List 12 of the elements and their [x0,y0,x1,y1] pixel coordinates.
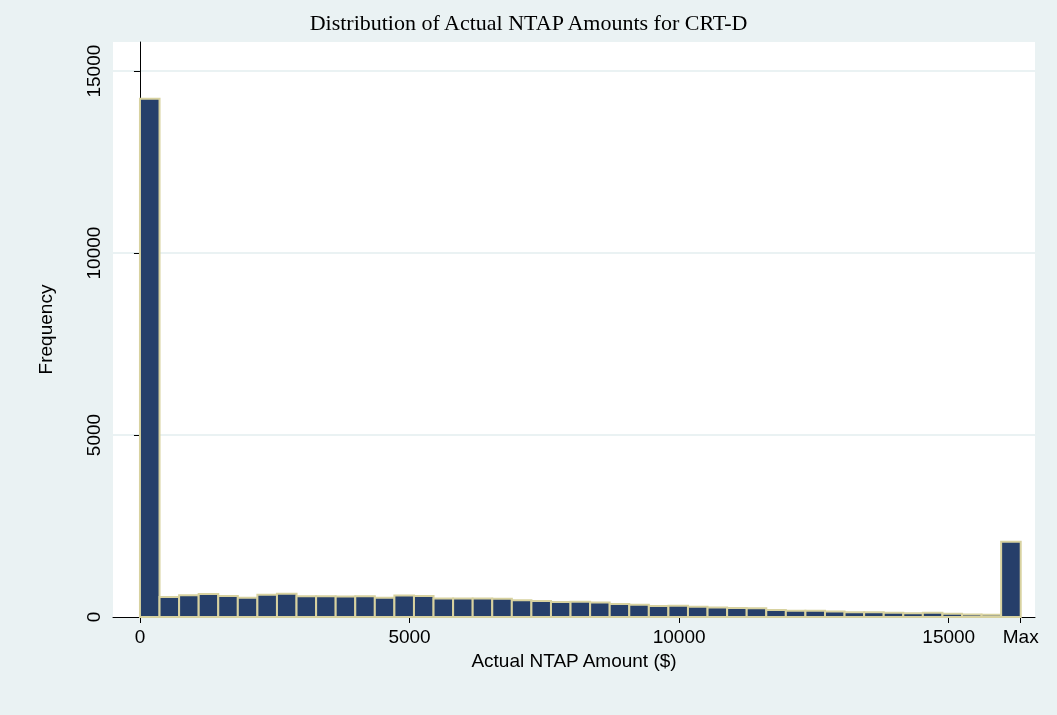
chart-title: Distribution of Actual NTAP Amounts for CRT-D [309,9,748,35]
x-tick-label: 15000 [922,626,976,647]
y-tick-label: 10000 [83,226,104,280]
y-tick-label: 0 [83,611,104,623]
x-tick-label: 10000 [652,626,706,647]
x-tick-label: 5000 [388,626,431,647]
y-tick-label: 15000 [83,44,104,98]
x-axis-title: Actual NTAP Amount ($) [471,649,677,671]
x-tick-label: 0 [134,626,146,647]
y-tick-label: 5000 [83,413,104,457]
y-axis-title: Frequency [35,284,56,375]
x-tick-label: Max [1002,626,1040,647]
